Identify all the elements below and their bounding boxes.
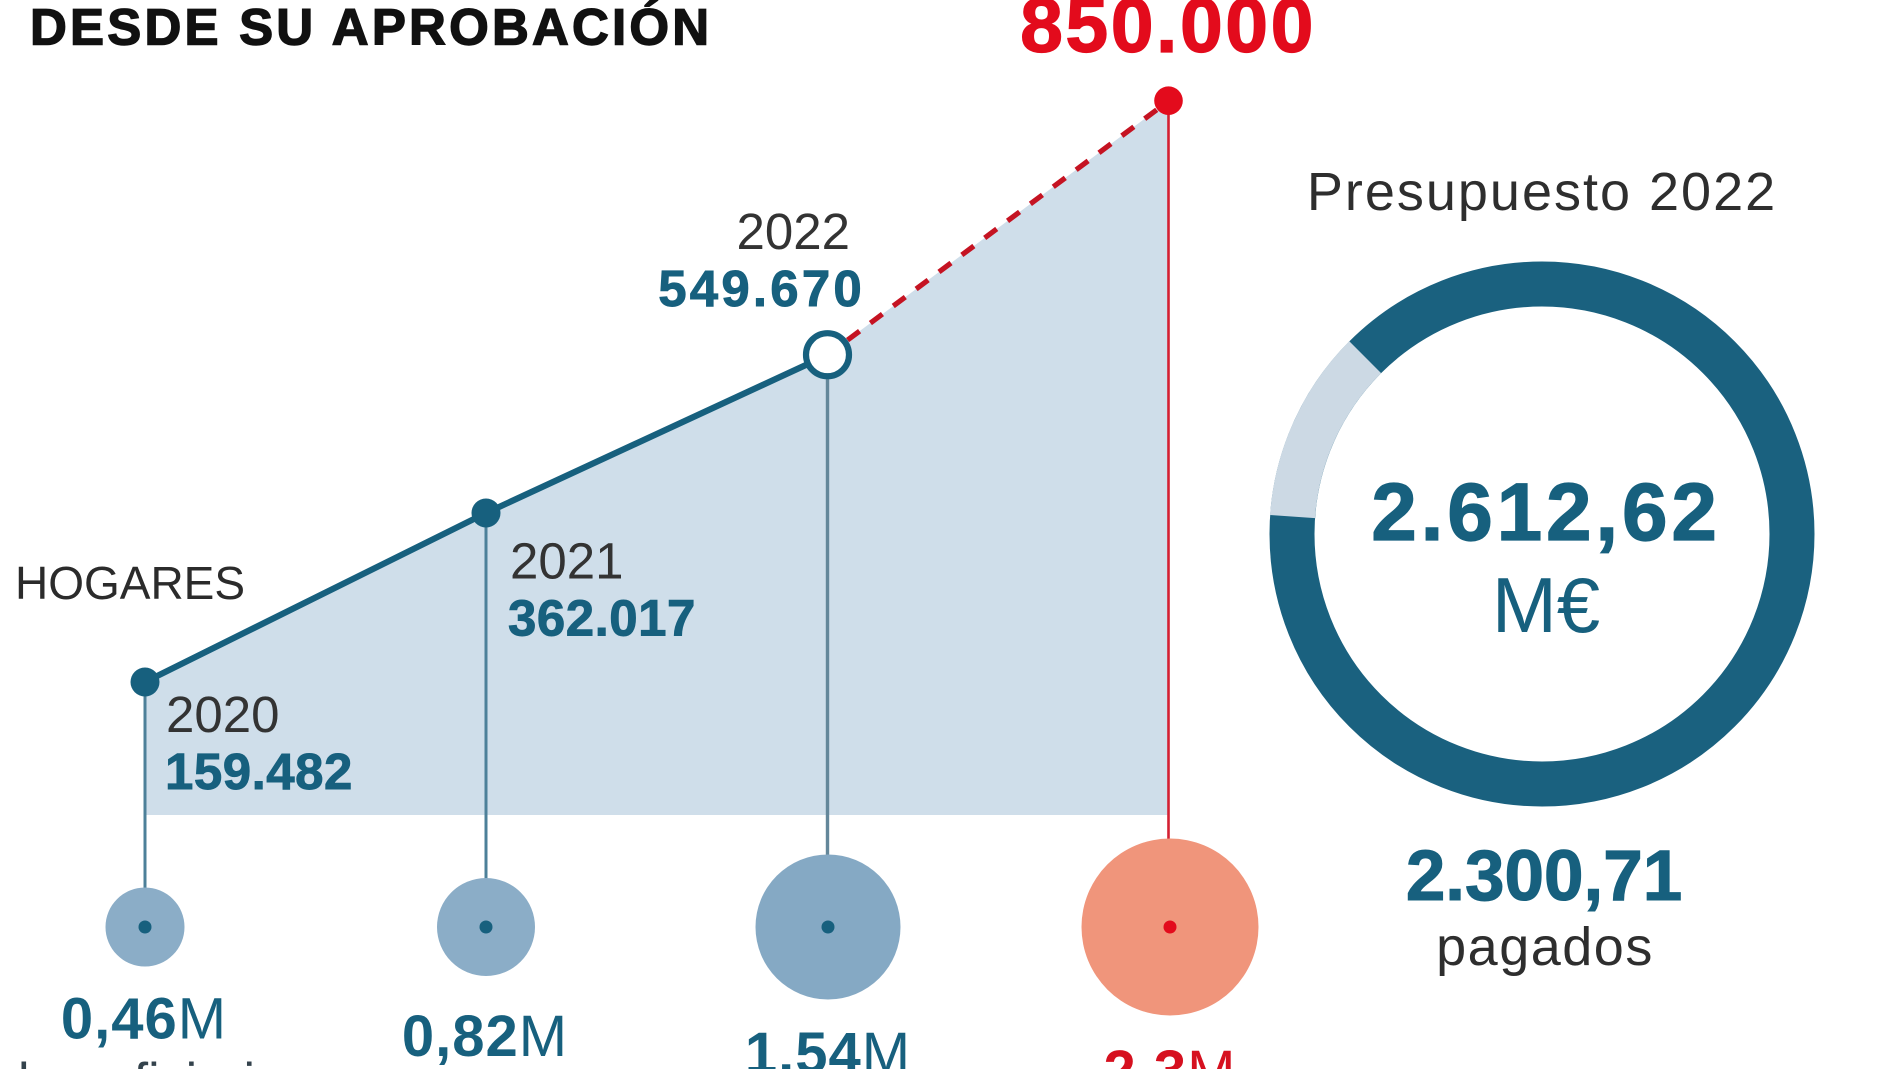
svg-text:2021: 2021	[510, 533, 623, 590]
svg-text:pagados: pagados	[1436, 917, 1654, 977]
svg-text:M€: M€	[1492, 561, 1600, 649]
svg-text:Presupuesto 2022: Presupuesto 2022	[1307, 162, 1777, 222]
svg-text:549.670: 549.670	[658, 260, 865, 317]
svg-text:850.000: 850.000	[1020, 0, 1316, 69]
svg-text:DESDE SU APROBACIÓN: DESDE SU APROBACIÓN	[30, 0, 712, 56]
svg-text:159.482: 159.482	[165, 743, 353, 800]
svg-text:362.017: 362.017	[508, 590, 696, 647]
svg-text:0,46M: 0,46M	[61, 987, 227, 1052]
svg-text:2020: 2020	[166, 686, 279, 743]
svg-text:1.54M: 1.54M	[745, 1021, 911, 1069]
svg-text:2022: 2022	[737, 203, 850, 260]
svg-text:2,3M: 2,3M	[1104, 1039, 1237, 1069]
svg-text:HOGARES: HOGARES	[15, 557, 245, 609]
svg-text:2.300,71: 2.300,71	[1406, 837, 1682, 916]
svg-text:2.612,62: 2.612,62	[1371, 467, 1721, 558]
svg-text:beneficiarios: beneficiarios	[18, 1053, 310, 1069]
svg-text:0,82M: 0,82M	[402, 1004, 568, 1069]
